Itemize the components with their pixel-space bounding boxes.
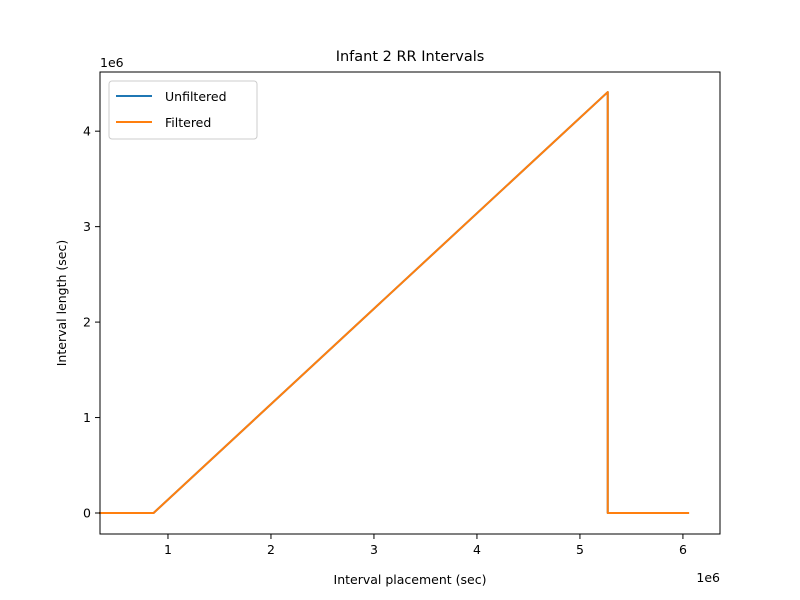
x-tick-label: 4 [473,542,481,557]
y-tick-label: 1 [83,410,91,425]
y-axis-label: Interval length (sec) [54,240,69,367]
legend: Unfiltered Filtered [108,80,258,140]
y-tick-label: 0 [83,506,91,521]
legend-item-filtered: Filtered [116,115,211,130]
legend-label: Filtered [165,115,211,130]
x-tick-label: 5 [576,542,584,557]
plot-frame [99,71,721,535]
x-axis: 1 2 3 4 5 6 [164,534,687,557]
x-tick-label: 6 [679,542,687,557]
y-tick-label: 4 [83,124,91,139]
x-tick-label: 3 [370,542,378,557]
x-axis-label: Interval placement (sec) [334,572,487,587]
x-tick-label: 2 [267,542,275,557]
y-tick-label: 3 [83,219,91,234]
chart-title: Infant 2 RR Intervals [336,49,485,65]
legend-label: Unfiltered [165,89,227,104]
y-axis: 0 1 2 3 4 [83,124,100,521]
x-tick-label: 1 [164,542,172,557]
y-tick-label: 2 [83,315,91,330]
x-offset-label: 1e6 [696,570,720,585]
plot-area [99,91,690,514]
series-line-filtered [99,91,690,514]
y-offset-label: 1e6 [100,55,124,70]
legend-item-unfiltered: Unfiltered [116,89,227,104]
